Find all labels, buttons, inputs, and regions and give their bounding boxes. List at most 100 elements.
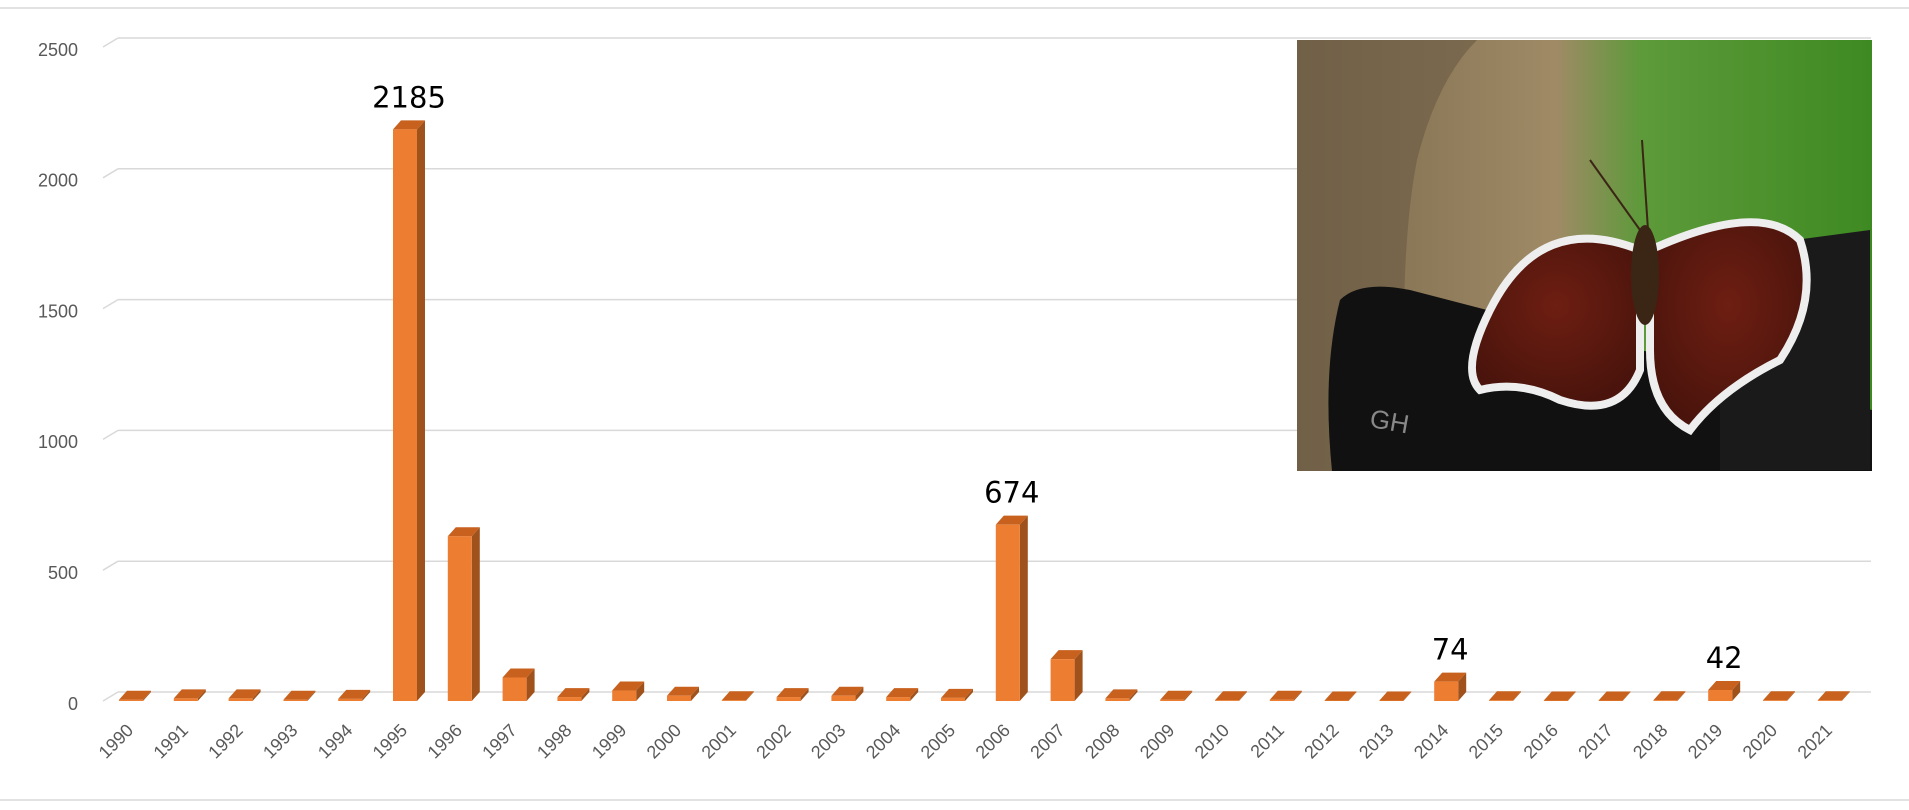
- bar-side: [1458, 672, 1467, 701]
- x-tick-label: 1999: [588, 720, 630, 762]
- bar-top: [1379, 691, 1412, 701]
- bar-top: [831, 686, 864, 696]
- bar-top: [1269, 690, 1302, 700]
- bar: [1160, 699, 1185, 701]
- grid-line-side: [102, 691, 119, 702]
- x-tick-label: 1991: [150, 720, 192, 762]
- bar: [502, 677, 527, 701]
- bar: [886, 697, 911, 701]
- bar-side: [800, 688, 809, 701]
- bar-top: [1653, 691, 1686, 701]
- x-tick-label: 2010: [1191, 720, 1233, 762]
- bar-side: [1732, 681, 1741, 701]
- x-tick-label: 2020: [1739, 720, 1781, 762]
- bar: [831, 695, 856, 701]
- x-tick-label: 2000: [643, 720, 685, 762]
- x-tick-label: 1998: [533, 720, 575, 762]
- bar-side: [417, 120, 425, 702]
- bar-side: [526, 668, 535, 701]
- bar-top: [447, 527, 480, 537]
- bar-side: [1019, 515, 1028, 701]
- bar: [1653, 700, 1678, 701]
- bar-top: [1543, 691, 1576, 701]
- bar: [173, 698, 198, 701]
- bar: [1434, 681, 1459, 701]
- bar-side: [1403, 691, 1412, 701]
- bar-side: [745, 691, 754, 701]
- x-tick-label: 1994: [314, 720, 356, 762]
- bar-side: [581, 688, 590, 701]
- photo: GH: [1297, 40, 1872, 471]
- x-tick-label: 2004: [862, 720, 904, 762]
- bar-top: [1215, 691, 1247, 701]
- x-tick-label: 2014: [1410, 720, 1452, 762]
- x-tick-label: 2005: [917, 720, 959, 762]
- bar-top: [667, 686, 699, 696]
- x-tick-label: 2017: [1574, 720, 1616, 762]
- bar: [1105, 698, 1130, 701]
- x-tick-label: 1990: [95, 720, 137, 762]
- bar: [1763, 700, 1787, 701]
- bar-top: [1817, 691, 1850, 701]
- bar-side: [1293, 690, 1302, 701]
- x-tick-label: 2018: [1629, 720, 1671, 762]
- bar-top: [1105, 689, 1138, 699]
- bar: [1489, 700, 1513, 701]
- data-label: 674: [984, 476, 1039, 510]
- svg-text:GH: GH: [1368, 403, 1412, 439]
- bar-top: [1708, 681, 1741, 691]
- bar-side: [1787, 691, 1795, 701]
- bar-top: [338, 689, 371, 699]
- bar: [338, 698, 363, 701]
- bar: [995, 524, 1020, 701]
- bar-top: [995, 515, 1028, 525]
- bar-side: [1348, 691, 1357, 701]
- x-tick-label: 2008: [1081, 720, 1123, 762]
- bar: [1598, 700, 1623, 701]
- y-tick-label: 500: [48, 563, 78, 583]
- bar-top: [1763, 691, 1795, 701]
- x-tick-label: 2006: [972, 720, 1014, 762]
- bar: [557, 697, 582, 701]
- bar-side: [636, 681, 645, 701]
- bar-side: [1677, 691, 1686, 701]
- bar-top: [1050, 650, 1083, 660]
- bar-top: [941, 688, 973, 698]
- bar: [1324, 700, 1349, 701]
- bar-side: [252, 689, 261, 701]
- grid-line-side: [102, 37, 119, 48]
- bar: [283, 699, 308, 701]
- bar-side: [910, 688, 919, 701]
- bar-top: [612, 681, 645, 691]
- bar-side: [1567, 691, 1576, 701]
- bar-side: [143, 690, 151, 701]
- x-tick-label: 2021: [1794, 720, 1836, 762]
- data-label: 74: [1432, 633, 1469, 667]
- bar-side: [362, 689, 371, 701]
- bar-top: [721, 691, 754, 701]
- bar: [1543, 700, 1568, 701]
- bar: [447, 536, 472, 701]
- bar: [1708, 690, 1733, 701]
- grid-line-side: [102, 429, 119, 441]
- bar-side: [1239, 691, 1247, 701]
- x-tick-label: 1992: [204, 720, 246, 762]
- bar-side: [1184, 690, 1193, 701]
- data-label: 42: [1706, 641, 1743, 675]
- bar-side: [1841, 691, 1850, 701]
- grid-line-side: [102, 168, 119, 179]
- y-tick-label: 2000: [38, 171, 78, 191]
- bar: [1817, 700, 1842, 701]
- x-tick-label: 1995: [369, 720, 411, 762]
- bar: [1215, 700, 1239, 701]
- x-tick-label: 2003: [807, 720, 849, 762]
- bar-top: [1489, 691, 1521, 701]
- x-tick-label: 2009: [1136, 720, 1178, 762]
- data-label: 2185: [372, 80, 446, 114]
- x-tick-label: 2016: [1520, 720, 1562, 762]
- bar: [1269, 699, 1294, 701]
- y-tick-label: 2500: [38, 40, 78, 60]
- bar-top: [557, 688, 590, 698]
- bar-top: [119, 690, 151, 700]
